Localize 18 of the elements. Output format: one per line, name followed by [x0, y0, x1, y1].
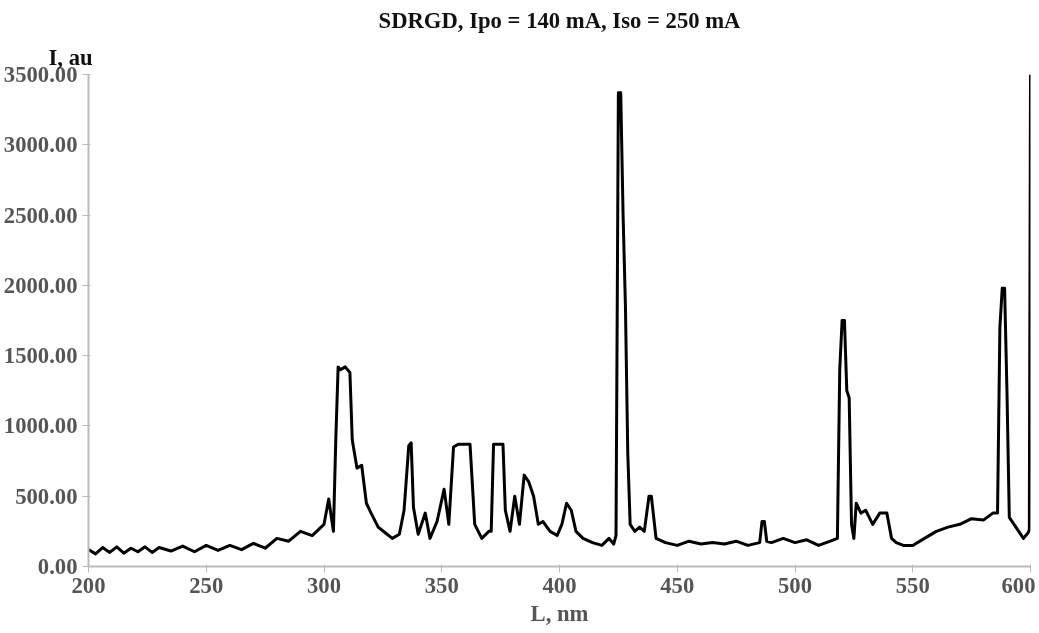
y-tick-label: 3000.00: [3, 132, 78, 158]
y-tick-label: 1000.00: [3, 413, 78, 439]
y-tick-label: 2000.00: [3, 272, 78, 298]
x-tick-label: 300: [307, 572, 341, 598]
line-series: [88, 74, 1031, 556]
y-tick-label: 0.00: [37, 554, 78, 579]
x-axis-title: L, nm: [530, 600, 589, 626]
x-tick-label: 350: [424, 572, 459, 598]
y-tick-label: 500.00: [15, 483, 78, 509]
x-tick-label: 400: [542, 572, 577, 598]
x-tick-label: 500: [778, 572, 812, 598]
y-tick-label: 1500.00: [3, 343, 78, 369]
x-tick-label: 250: [189, 572, 224, 598]
chart-title: SDRGD, Ipo = 140 mA, Iso = 250 mA: [378, 7, 742, 33]
x-tick-label: 450: [660, 572, 695, 598]
x-tick-label: 600: [1001, 572, 1036, 598]
x-tick-label: 550: [895, 572, 930, 598]
y-tick-label: 2500.00: [3, 202, 78, 228]
